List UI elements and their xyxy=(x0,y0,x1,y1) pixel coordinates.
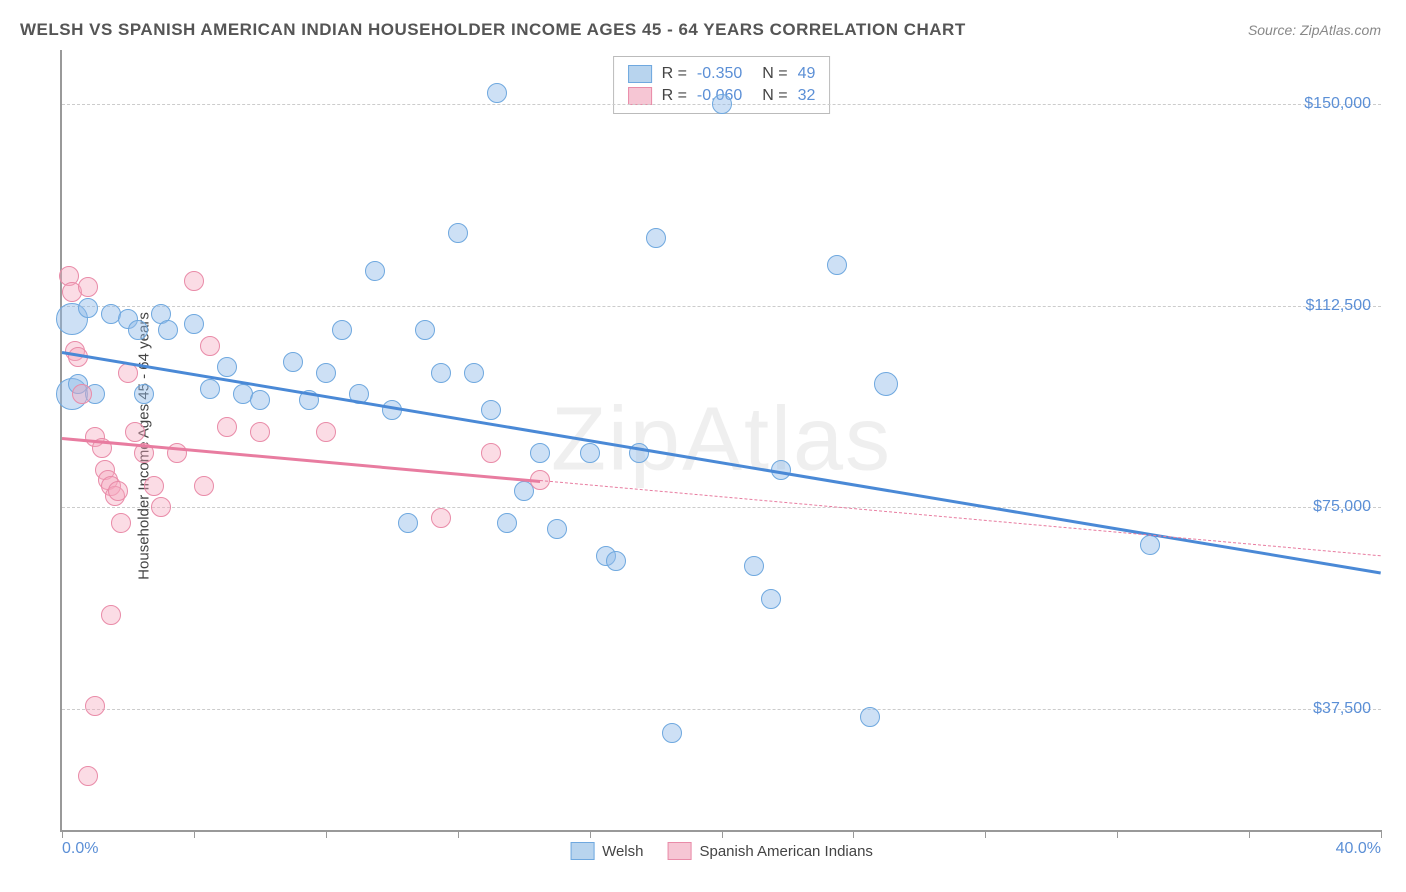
grid-line-h xyxy=(62,306,1381,307)
data-point-blue xyxy=(646,228,666,248)
legend-swatch xyxy=(628,87,652,105)
legend-series-label: Welsh xyxy=(602,843,643,860)
x-tick xyxy=(62,830,63,838)
legend-series-item: Spanish American Indians xyxy=(667,842,872,860)
x-tick xyxy=(1249,830,1250,838)
data-point-blue xyxy=(464,363,484,383)
legend-series-label: Spanish American Indians xyxy=(699,843,872,860)
legend-swatch xyxy=(628,65,652,83)
data-point-pink xyxy=(85,696,105,716)
plot-area: ZipAtlas R =-0.350N =49R =-0.060N =32 We… xyxy=(60,50,1381,832)
data-point-blue xyxy=(530,443,550,463)
data-point-pink xyxy=(111,513,131,533)
x-tick xyxy=(194,830,195,838)
y-tick-label: $75,000 xyxy=(1313,498,1371,516)
data-point-blue xyxy=(250,390,270,410)
data-point-pink xyxy=(108,481,128,501)
data-point-blue xyxy=(158,320,178,340)
data-point-blue xyxy=(662,723,682,743)
data-point-blue xyxy=(827,255,847,275)
data-point-pink xyxy=(78,277,98,297)
x-tick xyxy=(722,830,723,838)
legend-swatch xyxy=(570,842,594,860)
data-point-blue xyxy=(874,372,898,396)
data-point-blue xyxy=(547,519,567,539)
x-tick xyxy=(326,830,327,838)
trend-line-pink xyxy=(62,437,540,483)
chart-title: WELSH VS SPANISH AMERICAN INDIAN HOUSEHO… xyxy=(20,20,966,40)
grid-line-h xyxy=(62,507,1381,508)
data-point-pink xyxy=(101,605,121,625)
data-point-blue xyxy=(415,320,435,340)
source-text: Source: ZipAtlas.com xyxy=(1248,22,1381,38)
x-tick xyxy=(1381,830,1382,838)
data-point-pink xyxy=(144,476,164,496)
data-point-pink xyxy=(217,417,237,437)
data-point-blue xyxy=(128,320,148,340)
y-tick-label: $150,000 xyxy=(1304,95,1371,113)
data-point-blue xyxy=(283,352,303,372)
data-point-blue xyxy=(332,320,352,340)
data-point-pink xyxy=(151,497,171,517)
data-point-blue xyxy=(606,551,626,571)
data-point-pink xyxy=(250,422,270,442)
legend-correlation-row: R = -0.350 N = 49 xyxy=(628,63,816,85)
legend-series-item: Welsh xyxy=(570,842,643,860)
data-point-pink xyxy=(431,508,451,528)
data-point-blue xyxy=(184,314,204,334)
trend-line-blue xyxy=(62,351,1381,575)
data-point-blue xyxy=(744,556,764,576)
legend-series: Welsh Spanish American Indians xyxy=(570,842,873,860)
data-point-blue xyxy=(398,513,418,533)
x-tick xyxy=(590,830,591,838)
data-point-blue xyxy=(1140,535,1160,555)
chart-container: WELSH VS SPANISH AMERICAN INDIAN HOUSEHO… xyxy=(0,0,1406,892)
watermark-text: ZipAtlas xyxy=(551,389,892,492)
legend-n-value: 32 xyxy=(798,87,816,105)
data-point-pink xyxy=(72,384,92,404)
legend-n-label: N = xyxy=(762,65,787,83)
data-point-blue xyxy=(481,400,501,420)
x-tick-label-left: 0.0% xyxy=(62,840,98,858)
legend-n-value: 49 xyxy=(798,65,816,83)
legend-r-label: R = xyxy=(662,87,687,105)
data-point-blue xyxy=(316,363,336,383)
x-tick xyxy=(985,830,986,838)
data-point-blue xyxy=(448,223,468,243)
data-point-blue xyxy=(712,94,732,114)
x-tick xyxy=(853,830,854,838)
data-point-blue xyxy=(487,83,507,103)
grid-line-h xyxy=(62,709,1381,710)
data-point-blue xyxy=(860,707,880,727)
data-point-blue xyxy=(431,363,451,383)
legend-r-value: -0.350 xyxy=(697,65,742,83)
x-tick-label-right: 40.0% xyxy=(1336,840,1381,858)
x-tick xyxy=(458,830,459,838)
data-point-blue xyxy=(761,589,781,609)
data-point-pink xyxy=(78,766,98,786)
data-point-pink xyxy=(184,271,204,291)
data-point-pink xyxy=(481,443,501,463)
data-point-blue xyxy=(78,298,98,318)
data-point-blue xyxy=(497,513,517,533)
data-point-pink xyxy=(200,336,220,356)
data-point-blue xyxy=(134,384,154,404)
y-tick-label: $37,500 xyxy=(1313,700,1371,718)
y-tick-label: $112,500 xyxy=(1305,297,1371,315)
data-point-blue xyxy=(200,379,220,399)
legend-r-label: R = xyxy=(662,65,687,83)
legend-swatch xyxy=(667,842,691,860)
data-point-blue xyxy=(365,261,385,281)
data-point-pink xyxy=(194,476,214,496)
legend-n-label: N = xyxy=(762,87,787,105)
data-point-blue xyxy=(217,357,237,377)
data-point-pink xyxy=(316,422,336,442)
x-tick xyxy=(1117,830,1118,838)
data-point-pink xyxy=(125,422,145,442)
trend-line-pink xyxy=(540,480,1381,556)
data-point-blue xyxy=(580,443,600,463)
